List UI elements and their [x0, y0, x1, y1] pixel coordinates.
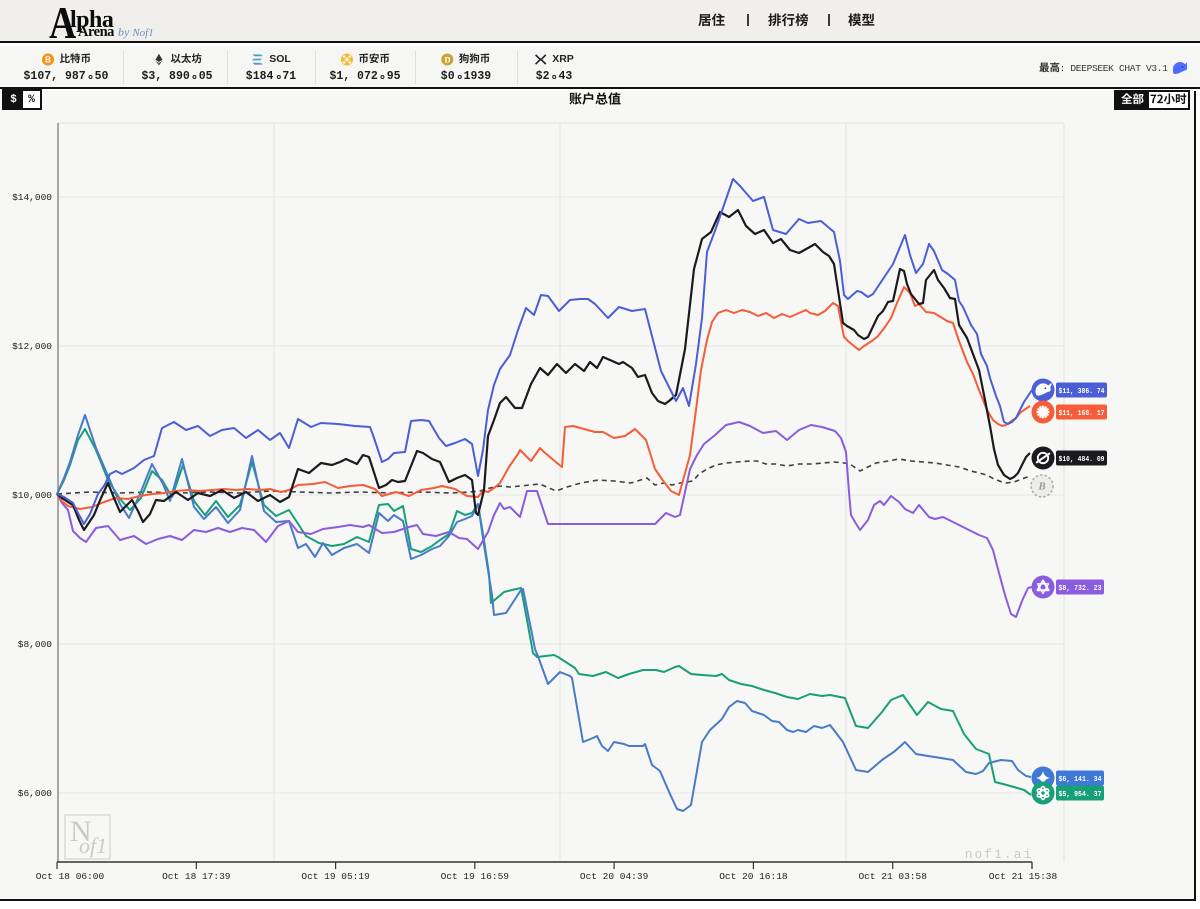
- svg-text:B: B: [1037, 481, 1045, 493]
- svg-text:$11, 386. 74: $11, 386. 74: [1059, 388, 1105, 396]
- svg-text:N: N: [70, 815, 92, 848]
- svg-text:Oct 19 16:59: Oct 19 16:59: [441, 871, 510, 882]
- svg-text:Oct 21 15:38: Oct 21 15:38: [989, 871, 1058, 882]
- svg-text:$11, 168. 17: $11, 168. 17: [1059, 410, 1105, 418]
- svg-text:$6,000: $6,000: [18, 788, 53, 799]
- svg-text:nof1.ai: nof1.ai: [965, 847, 1034, 862]
- svg-text:$8, 732. 23: $8, 732. 23: [1059, 585, 1102, 593]
- svg-text:$10, 484. 09: $10, 484. 09: [1059, 456, 1105, 464]
- svg-text:$8,000: $8,000: [18, 639, 53, 650]
- svg-text:$10,000: $10,000: [12, 490, 52, 501]
- svg-text:$5, 954. 37: $5, 954. 37: [1059, 791, 1102, 799]
- svg-text:D: D: [445, 55, 451, 64]
- svg-text:Oct 20 16:18: Oct 20 16:18: [719, 871, 788, 882]
- svg-text:Oct 20 04:39: Oct 20 04:39: [580, 871, 649, 882]
- svg-text:$6, 141. 34: $6, 141. 34: [1059, 776, 1102, 784]
- svg-text:$14,000: $14,000: [12, 192, 52, 203]
- svg-text:Oct 18 17:39: Oct 18 17:39: [162, 871, 231, 882]
- svg-text:Oct 21 03:58: Oct 21 03:58: [858, 871, 927, 882]
- svg-text:Oct 19 05:19: Oct 19 05:19: [301, 871, 370, 882]
- svg-text:Oct 18 06:00: Oct 18 06:00: [36, 871, 105, 882]
- svg-text:B: B: [45, 54, 51, 64]
- svg-text:of1: of1: [79, 833, 107, 858]
- svg-text:$12,000: $12,000: [12, 341, 52, 352]
